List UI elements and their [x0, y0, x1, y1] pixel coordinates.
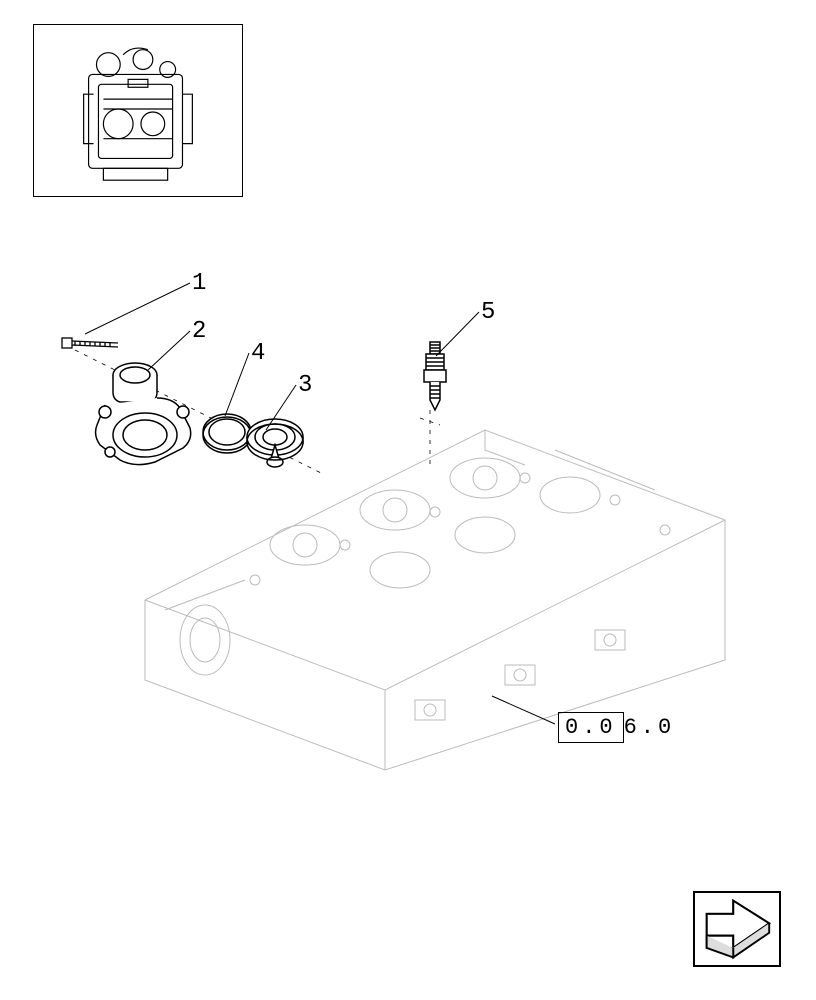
reference-boxed: 0.0: [558, 712, 624, 743]
reference-code: 0.06.0: [558, 712, 675, 743]
callout-5: 5: [481, 299, 495, 326]
part-sensor: [420, 340, 450, 415]
reference-trail: 6.0: [624, 715, 676, 740]
callout-4: 4: [251, 340, 265, 367]
callout-1: 1: [192, 270, 206, 297]
part-thermostat: [240, 412, 310, 480]
nav-arrow-button[interactable]: [693, 891, 781, 967]
nav-arrow-icon: [695, 893, 779, 965]
part-housing: [85, 350, 205, 480]
assembly-lines: [0, 0, 816, 1000]
callout-3: 3: [298, 372, 312, 399]
callout-2: 2: [192, 318, 206, 345]
